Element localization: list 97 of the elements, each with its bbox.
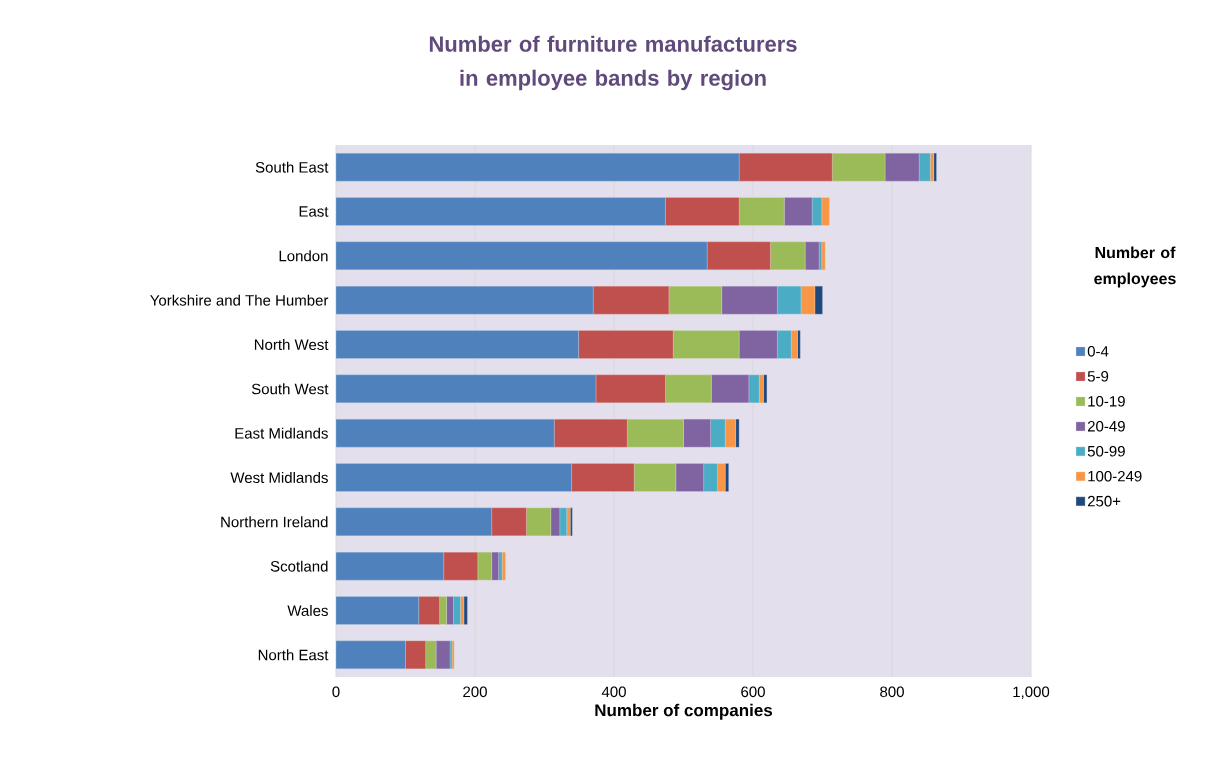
- bar: [335, 463, 572, 492]
- y-tick-label: Scotland: [270, 560, 328, 572]
- bar: [435, 640, 451, 669]
- bar: [665, 374, 712, 403]
- bar: [748, 374, 760, 403]
- bar: [578, 330, 674, 359]
- y-tick-label: South East: [255, 161, 329, 173]
- bar: [335, 286, 594, 315]
- bar: [703, 463, 718, 492]
- bar: [554, 419, 628, 448]
- legend-label: 10-19: [1088, 395, 1125, 407]
- y-tick-label: Yorkshire and The Humber: [150, 294, 329, 306]
- bar: [443, 552, 478, 581]
- x-tick-label: 200: [463, 686, 487, 698]
- bar: [550, 507, 560, 536]
- bar: [668, 286, 722, 315]
- bar: [405, 640, 426, 669]
- bar: [884, 153, 920, 182]
- y-tick-label: West Midlands: [230, 471, 328, 483]
- bar: [593, 286, 670, 315]
- bar: [491, 507, 527, 536]
- bar: [335, 330, 579, 359]
- y-tick-label: North West: [254, 338, 329, 350]
- bar: [477, 552, 492, 581]
- bar: [777, 330, 792, 359]
- bar: [683, 419, 711, 448]
- bar: [627, 419, 684, 448]
- bar: [559, 507, 567, 536]
- x-axis-title: Number of companies: [595, 703, 773, 720]
- legend-label: 0-4: [1087, 346, 1109, 357]
- bar: [425, 640, 437, 669]
- bar: [335, 552, 444, 581]
- bar: [446, 596, 454, 625]
- bar: [811, 197, 822, 226]
- bar: [797, 330, 801, 359]
- bar: [770, 241, 806, 270]
- bar: [335, 197, 666, 226]
- y-tick-label: East Midlands: [235, 427, 328, 439]
- bar: [566, 507, 571, 536]
- bar: [335, 241, 708, 270]
- bar: [738, 330, 778, 359]
- legend-label: 20-49: [1087, 420, 1125, 432]
- x-tick-label: 400: [601, 686, 626, 698]
- x-tick-label: 0: [332, 686, 340, 698]
- bar: [777, 286, 802, 315]
- bar: [335, 507, 492, 536]
- bar: [738, 153, 833, 182]
- x-tick-label: 800: [880, 686, 904, 698]
- y-tick-label: South West: [251, 383, 329, 395]
- bar: [721, 286, 778, 315]
- y-tick-label: Wales: [287, 604, 328, 616]
- bar: [710, 419, 726, 448]
- bar: [335, 640, 406, 669]
- bar: [335, 374, 597, 403]
- y-tick-label: London: [279, 250, 328, 262]
- legend-label: 5-9: [1087, 371, 1109, 382]
- bar: [672, 330, 740, 359]
- bar: [821, 241, 826, 270]
- y-tick-label: East: [299, 206, 329, 217]
- bar: [595, 374, 666, 403]
- bar: [759, 374, 764, 403]
- bar: [571, 463, 635, 492]
- bar: [784, 197, 813, 226]
- bar: [725, 419, 736, 448]
- chart-title: Number of furniture manufacturers in employee bands by region: [429, 35, 797, 91]
- bar: [800, 286, 816, 315]
- bar: [804, 241, 820, 270]
- bar: [675, 463, 704, 492]
- bar: [918, 153, 931, 182]
- legend-label: 250+: [1087, 495, 1121, 507]
- bar: [526, 507, 551, 536]
- bar: [711, 374, 749, 403]
- bar: [735, 419, 740, 448]
- bar: [821, 197, 830, 226]
- bar: [335, 419, 555, 448]
- x-tick-label: 1,000: [1013, 686, 1050, 699]
- bar: [738, 197, 785, 226]
- bar: [634, 463, 677, 492]
- y-tick-label: Northern Ireland: [221, 516, 328, 528]
- bar: [791, 330, 798, 359]
- bar: [453, 596, 461, 625]
- y-tick-label: North East: [258, 649, 329, 661]
- bar: [763, 374, 768, 403]
- bar: [814, 286, 823, 315]
- x-tick-label: 600: [741, 686, 765, 698]
- bar: [335, 596, 419, 625]
- bar: [665, 197, 740, 226]
- bar: [335, 153, 740, 182]
- bar: [717, 463, 726, 492]
- bar: [832, 153, 886, 182]
- bar: [706, 241, 771, 270]
- bar: [439, 596, 447, 625]
- bar: [418, 596, 440, 625]
- legend-title: Number of employees: [1094, 246, 1176, 288]
- legend-label: 50-99: [1087, 445, 1125, 457]
- legend-label: 100-249: [1088, 470, 1142, 482]
- bar: [491, 552, 499, 581]
